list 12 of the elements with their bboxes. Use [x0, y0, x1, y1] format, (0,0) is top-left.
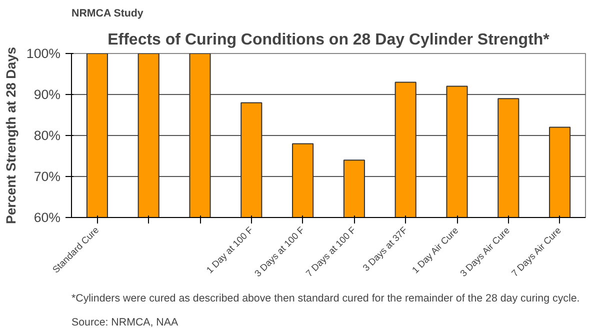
source-note: Source: NRMCA, NAA — [72, 316, 179, 328]
x-tick-label: 1 Day at 100 F — [204, 224, 256, 276]
y-tick-label: 80% — [34, 128, 61, 143]
y-tick-label: 100% — [26, 46, 61, 61]
y-axis-title: Percent Strength at 28 Days — [3, 46, 18, 224]
y-tick-label: 60% — [34, 210, 61, 225]
chart-title: Effects of Curing Conditions on 28 Day Cylinder Strength* — [108, 32, 550, 48]
x-tick-label: 1 Day Air Cure — [410, 225, 460, 276]
y-tick-label: 90% — [34, 87, 61, 102]
y-tick-label: 70% — [34, 169, 61, 184]
text: NRMCA Study — [72, 8, 144, 20]
text: *Cylinders were cured as described above then standard cured for the remainder of the 28 day curing cycle. — [72, 292, 580, 304]
